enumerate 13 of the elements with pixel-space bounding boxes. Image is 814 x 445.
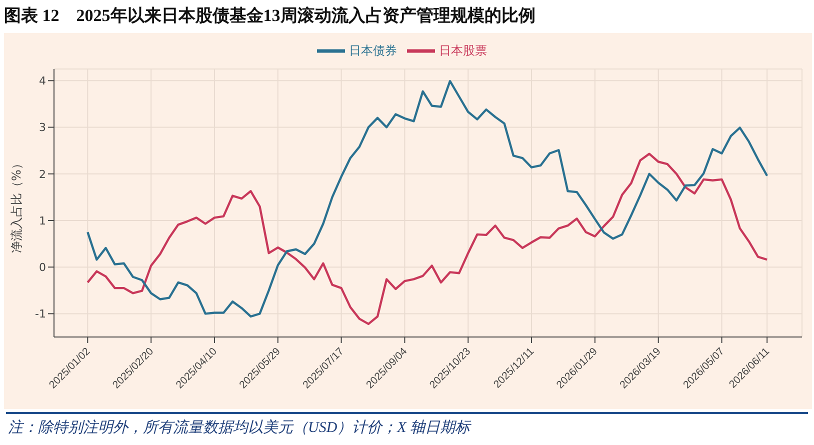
y-axis-title: 净流入占比（%） (9, 158, 24, 253)
text: 注：除特别注明外，所有流量数据均以美元（USD）计价；X 轴日期标 (8, 418, 470, 437)
y-tick-label: 2 (39, 168, 46, 181)
y-tick-label: 1 (39, 214, 46, 228)
line-series (86, 152, 768, 326)
line-series (86, 80, 768, 318)
y-tick-label: 3 (39, 121, 46, 134)
chart-title: 图表 12 2025年以来日本股债基金13周滚动流入占资产管理规模的比例 (4, 5, 536, 27)
legend-label: 日本债券 (349, 43, 397, 58)
legend-label: 日本股票 (439, 43, 487, 58)
y-tick-label: 4 (39, 74, 46, 88)
y-tick-label: -1 (35, 308, 46, 321)
y-tick-label: 0 (39, 260, 46, 274)
